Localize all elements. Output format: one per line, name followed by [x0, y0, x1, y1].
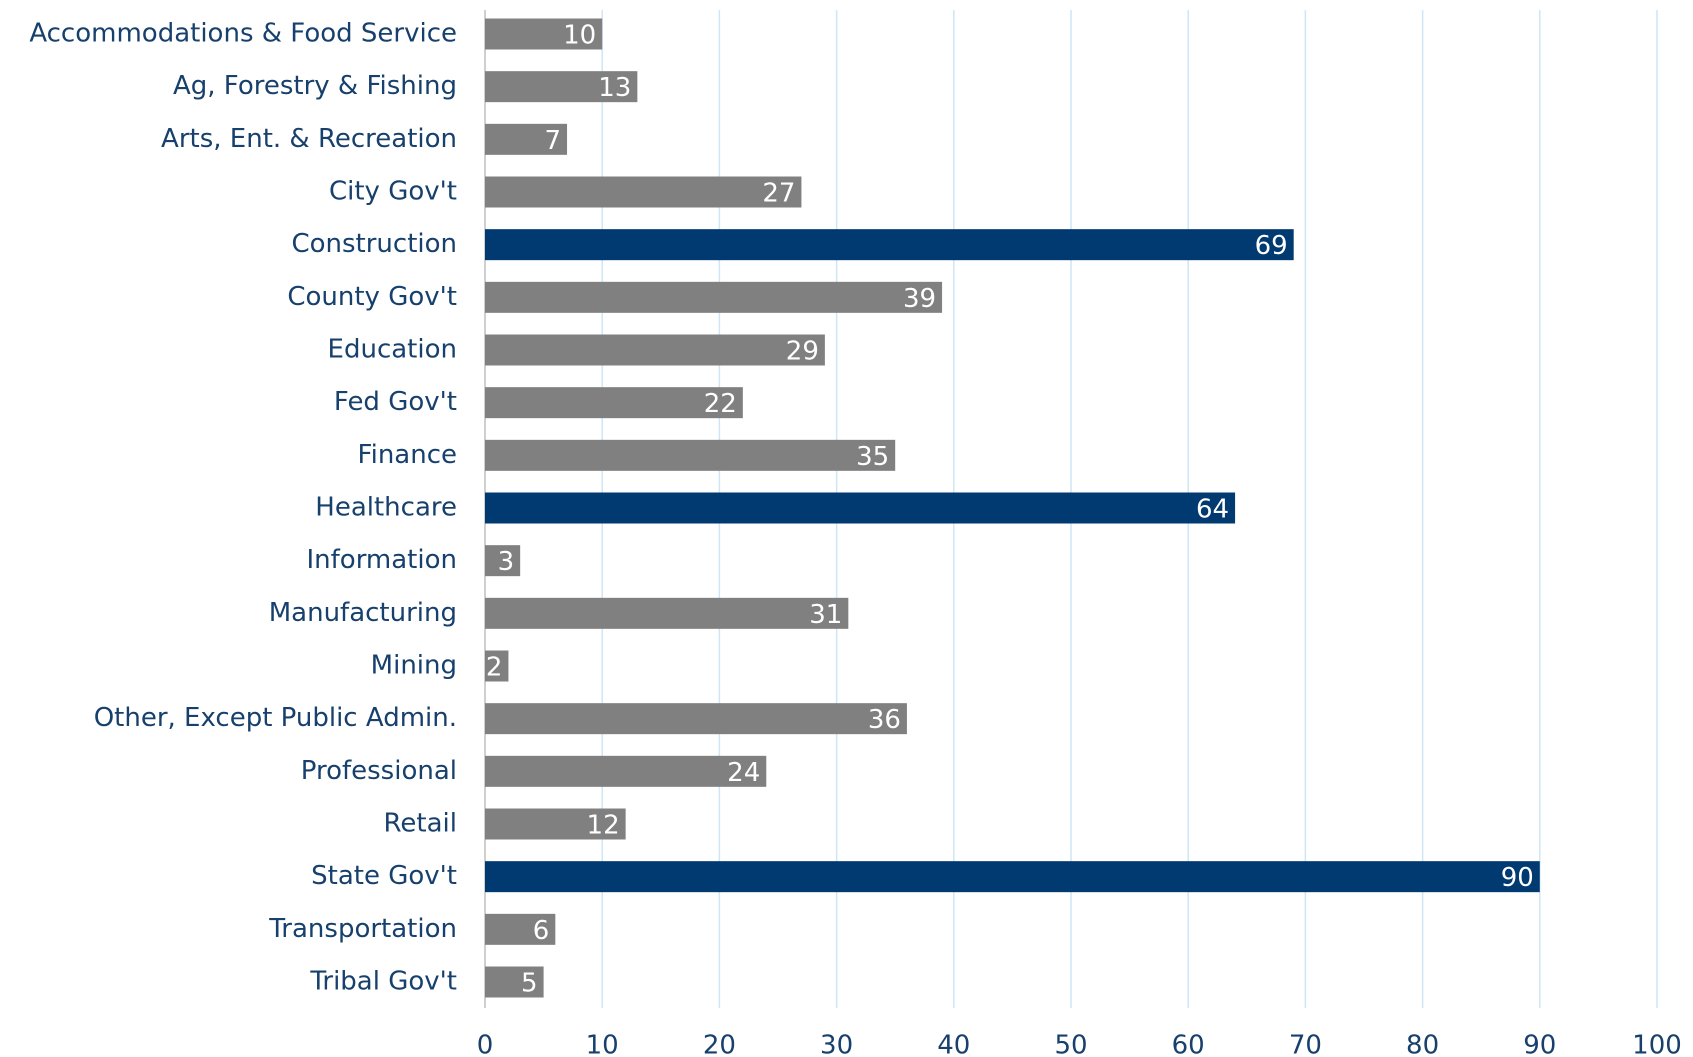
x-tick-label: 70 — [1289, 1031, 1322, 1057]
data-label: 2 — [486, 653, 503, 683]
data-label: 24 — [727, 758, 760, 788]
y-tick-label: Other, Except Public Admin. — [94, 703, 457, 733]
y-tick-label: Ag, Forestry & Fishing — [173, 71, 457, 101]
data-label: 3 — [498, 547, 515, 577]
data-label: 7 — [544, 126, 561, 156]
data-label: 6 — [533, 916, 550, 946]
data-label: 35 — [856, 442, 889, 472]
bar — [485, 597, 849, 629]
data-label: 36 — [868, 705, 901, 735]
data-label: 31 — [809, 600, 842, 630]
y-tick-label: County Gov't — [287, 282, 457, 312]
y-tick-label: Fed Gov't — [334, 387, 457, 417]
x-tick-label: 30 — [820, 1031, 853, 1057]
bar — [485, 281, 943, 313]
data-label: 12 — [587, 811, 620, 841]
data-label: 5 — [521, 969, 538, 999]
bar — [485, 439, 896, 471]
x-tick-label: 0 — [477, 1031, 494, 1057]
bar — [485, 913, 556, 945]
y-tick-label: Accommodations & Food Service — [29, 19, 457, 49]
data-label: 29 — [786, 337, 819, 367]
data-label: 90 — [1501, 863, 1534, 893]
bar — [485, 861, 1540, 893]
x-tick-label: 90 — [1523, 1031, 1556, 1057]
y-tick-label: Information — [306, 545, 457, 575]
y-tick-label: Mining — [371, 651, 457, 681]
data-label: 69 — [1255, 231, 1288, 261]
y-tick-label: Professional — [301, 756, 457, 786]
y-tick-label: Construction — [291, 229, 457, 259]
x-tick-label: 50 — [1054, 1031, 1087, 1057]
y-tick-label: Manufacturing — [269, 598, 457, 628]
y-tick-label: Transportation — [268, 914, 457, 944]
bar — [485, 545, 521, 577]
y-tick-label: Arts, Ent. & Recreation — [161, 124, 457, 154]
bar — [485, 334, 825, 366]
x-tick-label: 20 — [703, 1031, 736, 1057]
y-tick-label: City Gov't — [329, 177, 457, 207]
bar — [485, 808, 626, 840]
x-tick-label: 80 — [1406, 1031, 1439, 1057]
data-label: 13 — [598, 73, 631, 103]
bar — [485, 387, 743, 419]
x-tick-label: 100 — [1632, 1031, 1682, 1057]
y-tick-label: Tribal Gov't — [309, 967, 457, 997]
data-label: 22 — [704, 389, 737, 419]
data-label: 27 — [762, 179, 795, 209]
data-label: 10 — [563, 21, 596, 51]
y-tick-label: Healthcare — [315, 493, 457, 523]
x-tick-label: 60 — [1172, 1031, 1205, 1057]
bar — [485, 176, 802, 208]
bar — [485, 703, 907, 735]
x-tick-label: 40 — [937, 1031, 970, 1057]
bar — [485, 755, 767, 787]
bar — [485, 18, 603, 50]
bar — [485, 123, 568, 155]
data-label: 64 — [1196, 495, 1229, 525]
data-label: 39 — [903, 284, 936, 314]
bar — [485, 229, 1294, 261]
y-tick-label: Retail — [384, 809, 457, 839]
x-tick-label: 10 — [586, 1031, 619, 1057]
bar — [485, 650, 509, 682]
bar — [485, 966, 544, 998]
y-tick-label: Education — [328, 335, 457, 365]
bar — [485, 492, 1236, 524]
y-tick-label: State Gov't — [311, 861, 457, 891]
y-tick-label: Finance — [358, 440, 457, 470]
bar — [485, 71, 638, 103]
